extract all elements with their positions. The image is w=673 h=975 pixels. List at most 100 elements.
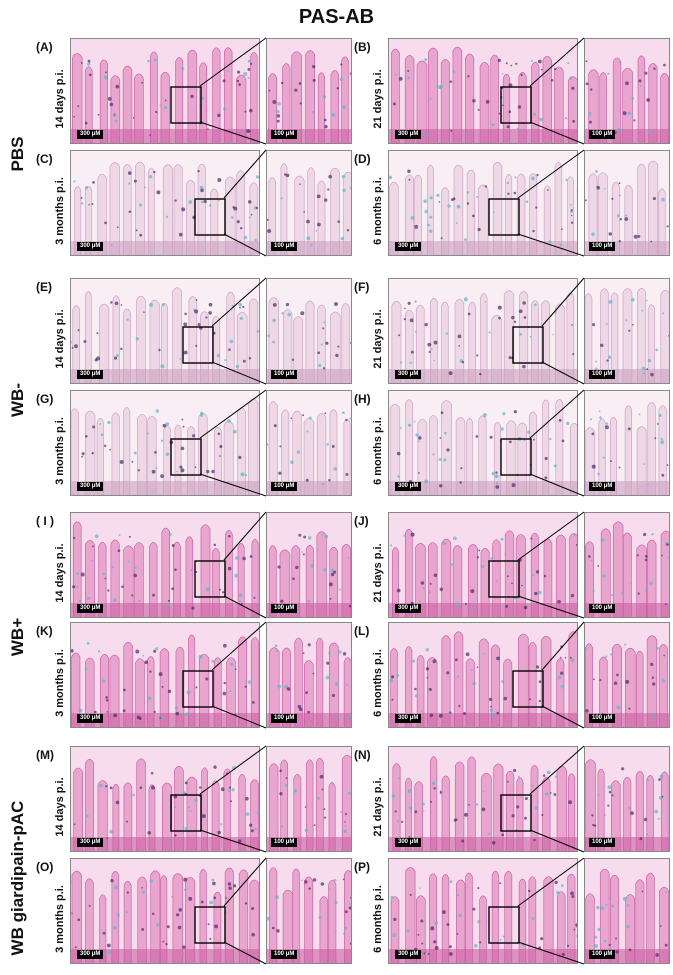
scale-bar-main: 300 μM <box>77 950 104 959</box>
histology-image: 300 μM <box>70 38 260 144</box>
panel-label: (G) <box>36 392 54 406</box>
histology-image: 300 μM <box>388 512 578 618</box>
zoom-region-box <box>512 670 544 708</box>
scale-bar-zoom: 100 μM <box>271 950 298 959</box>
scale-bar-zoom: 100 μM <box>589 714 616 723</box>
histology-zoom-image: 100 μM <box>584 858 670 964</box>
scale-bar-main: 300 μM <box>77 242 104 251</box>
scale-bar-main: 300 μM <box>395 242 422 251</box>
zoom-region-box <box>500 438 532 476</box>
histology-zoom-image: 100 μM <box>266 38 352 144</box>
time-point-label: 14 days p.i. <box>54 309 66 369</box>
scale-bar-zoom: 100 μM <box>271 604 298 613</box>
histology-zoom-image: 100 μM <box>584 746 670 852</box>
histology-zoom-image: 100 μM <box>584 150 670 256</box>
histology-zoom-image: 100 μM <box>584 278 670 384</box>
histology-image: 300 μM <box>70 512 260 618</box>
scale-bar-zoom: 100 μM <box>589 130 616 139</box>
scale-bar-main: 300 μM <box>395 370 422 379</box>
time-point-label: 6 months p.i. <box>372 177 384 245</box>
scale-bar-zoom: 100 μM <box>271 370 298 379</box>
time-point-label: 21 days p.i. <box>372 69 384 129</box>
scale-bar-main: 300 μM <box>77 370 104 379</box>
histology-zoom-image: 100 μM <box>266 622 352 728</box>
panel-label: (C) <box>36 152 53 166</box>
histology-image: 300 μM <box>388 390 578 496</box>
scale-bar-main: 300 μM <box>77 714 104 723</box>
scale-bar-zoom: 100 μM <box>271 482 298 491</box>
histology-image: 300 μM <box>388 278 578 384</box>
time-point-label: 3 months p.i. <box>54 417 66 485</box>
panel-label: (F) <box>354 280 370 294</box>
zoom-region-box <box>500 86 532 124</box>
histology-image: 300 μM <box>388 150 578 256</box>
panel-label: (D) <box>354 152 371 166</box>
zoom-region-box <box>488 906 520 944</box>
time-point-label: 3 months p.i. <box>54 885 66 953</box>
zoom-region-box <box>182 326 214 364</box>
scale-bar-main: 300 μM <box>395 950 422 959</box>
scale-bar-zoom: 100 μM <box>271 130 298 139</box>
zoom-region-box <box>170 438 202 476</box>
time-point-label: 6 months p.i. <box>372 885 384 953</box>
panel-label: (O) <box>36 860 54 874</box>
histology-image: 300 μM <box>70 622 260 728</box>
panel-label: (B) <box>354 40 371 54</box>
panel-label: (K) <box>36 624 53 638</box>
histology-zoom-image: 100 μM <box>266 278 352 384</box>
zoom-region-box <box>170 794 202 832</box>
histology-zoom-image: 100 μM <box>266 390 352 496</box>
group-label-pbs: PBS <box>8 136 27 172</box>
histology-zoom-image: 100 μM <box>266 150 352 256</box>
scale-bar-main: 300 μM <box>395 130 422 139</box>
scale-bar-main: 300 μM <box>77 130 104 139</box>
histology-image: 300 μM <box>388 858 578 964</box>
scale-bar-main: 300 μM <box>395 714 422 723</box>
scale-bar-zoom: 100 μM <box>589 838 616 847</box>
zoom-region-box <box>194 906 226 944</box>
histology-image: 300 μM <box>70 746 260 852</box>
histology-zoom-image: 100 μM <box>266 858 352 964</box>
scale-bar-zoom: 100 μM <box>589 242 616 251</box>
histology-image: 300 μM <box>388 746 578 852</box>
histology-image: 300 μM <box>70 390 260 496</box>
histology-image: 300 μM <box>388 622 578 728</box>
panel-label: (L) <box>354 624 370 638</box>
zoom-region-box <box>182 670 214 708</box>
group-label-wb-plus: WB+ <box>8 617 27 657</box>
histology-image: 300 μM <box>70 858 260 964</box>
histology-zoom-image: 100 μM <box>266 746 352 852</box>
group-label-wb-giardipain: WB giardipain-pAC <box>8 800 27 956</box>
scale-bar-main: 300 μM <box>77 482 104 491</box>
panel-label: (P) <box>354 860 370 874</box>
figure-title: PAS-AB <box>298 6 375 28</box>
zoom-region-box <box>194 198 226 236</box>
time-point-label: 3 months p.i. <box>54 177 66 245</box>
time-point-label: 14 days p.i. <box>54 69 66 129</box>
group-label-wb-minus: WB- <box>8 383 27 417</box>
histology-image: 300 μM <box>70 150 260 256</box>
time-point-label: 21 days p.i. <box>372 543 384 603</box>
scale-bar-zoom: 100 μM <box>271 714 298 723</box>
panel-label: (E) <box>36 280 52 294</box>
panel-label: (N) <box>354 748 371 762</box>
scale-bar-main: 300 μM <box>77 838 104 847</box>
scale-bar-zoom: 100 μM <box>271 242 298 251</box>
histology-zoom-image: 100 μM <box>584 622 670 728</box>
scale-bar-main: 300 μM <box>77 604 104 613</box>
zoom-region-box <box>488 560 520 598</box>
histology-zoom-image: 100 μM <box>266 512 352 618</box>
panel-label: ( I ) <box>36 514 54 528</box>
scale-bar-zoom: 100 μM <box>589 950 616 959</box>
zoom-region-box <box>512 326 544 364</box>
zoom-region-box <box>500 794 532 832</box>
time-point-label: 6 months p.i. <box>372 649 384 717</box>
histology-image: 300 μM <box>388 38 578 144</box>
histology-zoom-image: 100 μM <box>584 38 670 144</box>
scale-bar-zoom: 100 μM <box>589 604 616 613</box>
scale-bar-main: 300 μM <box>395 482 422 491</box>
zoom-region-box <box>488 198 520 236</box>
panel-label: (H) <box>354 392 371 406</box>
scale-bar-zoom: 100 μM <box>589 370 616 379</box>
panel-label: (J) <box>354 514 369 528</box>
